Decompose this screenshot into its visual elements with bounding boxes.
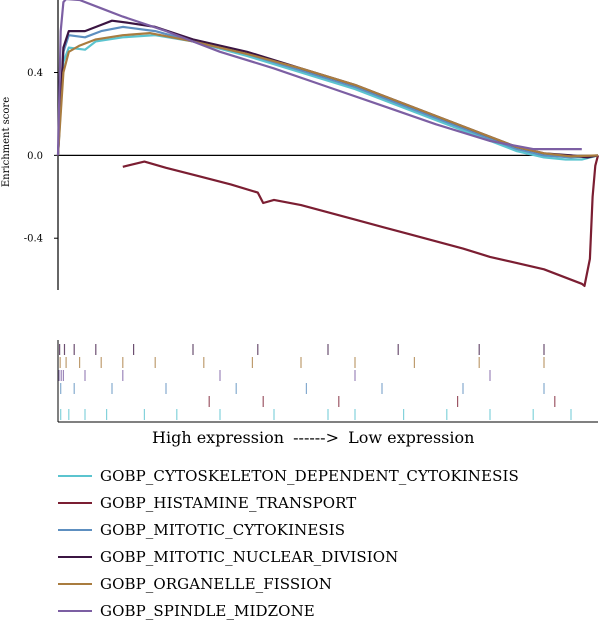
y-tick-label: 0.4	[27, 68, 43, 79]
legend-item-1: GOBP_CYTOSKELETON_DEPENDENT_CYTOKINESIS	[58, 462, 598, 489]
legend-label: GOBP_MITOTIC_CYTOKINESIS	[100, 520, 346, 539]
series-line-5	[56, 32, 599, 158]
y-axis-title: Enrichment score	[1, 97, 12, 187]
low-expression-label: Low expression	[348, 428, 475, 447]
legend-swatch	[58, 501, 92, 504]
series-line-3	[56, 25, 599, 159]
legend-swatch	[58, 474, 92, 477]
legend-swatch	[58, 555, 92, 558]
legend-label: GOBP_MITOTIC_NUCLEAR_DIVISION	[100, 547, 399, 566]
y-tick-label: 0.0	[27, 151, 43, 162]
series-line-6	[56, 0, 582, 156]
series-line-2	[122, 155, 600, 287]
legend-swatch	[58, 582, 92, 585]
legend-item-6: GOBP_SPINDLE_MIDZONE	[58, 597, 598, 624]
legend: GOBP_CYTOSKELETON_DEPENDENT_CYTOKINESIS G…	[58, 462, 598, 624]
hit-rug-panel	[57, 340, 598, 423]
series-line-1	[56, 34, 599, 161]
y-tick-label: -0.4	[24, 234, 43, 245]
high-expression-label: High expression	[152, 428, 285, 447]
legend-label: GOBP_HISTAMINE_TRANSPORT	[100, 493, 357, 512]
legend-item-3: GOBP_MITOTIC_CYTOKINESIS	[58, 516, 598, 543]
legend-label: GOBP_ORGANELLE_FISSION	[100, 574, 332, 593]
legend-swatch	[58, 609, 92, 612]
legend-label: GOBP_SPINDLE_MIDZONE	[100, 601, 315, 620]
legend-swatch	[58, 528, 92, 531]
series-line-4	[56, 19, 599, 159]
enrichment-curves	[56, 0, 600, 287]
legend-label: GOBP_CYTOSKELETON_DEPENDENT_CYTOKINESIS	[100, 466, 519, 485]
legend-item-4: GOBP_MITOTIC_NUCLEAR_DIVISION	[58, 543, 598, 570]
legend-item-2: GOBP_HISTAMINE_TRANSPORT	[58, 489, 598, 516]
expression-arrow: ------>	[293, 428, 339, 447]
expression-caption: High expression ------> Low expression	[152, 428, 532, 447]
legend-item-5: GOBP_ORGANELLE_FISSION	[58, 570, 598, 597]
